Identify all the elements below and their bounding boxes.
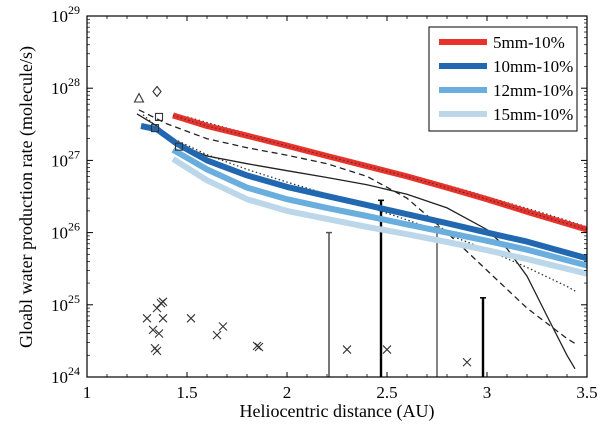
obs-cross-15 <box>342 345 352 354</box>
x-tick-label-4: 2.5 <box>376 383 397 402</box>
x-tick-label-5: 3 <box>483 383 492 402</box>
obs-cross-8 <box>158 297 168 307</box>
obs-cross-6 <box>154 329 164 338</box>
obs-square-3 <box>174 142 184 151</box>
obs-cross-12 <box>218 322 228 331</box>
y-tick-label-4: 1027 <box>51 147 80 170</box>
legend-label-15mm-10%: 15mm-10% <box>493 105 573 124</box>
axes-frame <box>86 15 588 378</box>
obs-cross-9 <box>158 313 168 323</box>
obs-diamond-1 <box>152 85 162 98</box>
plot-clipped-group <box>133 85 587 377</box>
obs-cross-10 <box>186 313 196 323</box>
series-line-12mm-10% <box>171 147 587 269</box>
obs-triangle-1 <box>133 92 145 103</box>
model-curve-solid-4 <box>136 113 576 370</box>
y-tick-label-3: 1026 <box>51 220 80 243</box>
plot-area <box>133 85 587 377</box>
y-tick-label-2: 1025 <box>51 292 80 315</box>
x-tick-label-1: 1 <box>83 383 92 402</box>
axes: 1 1.5 2 2.5 3 3.5 1024 1025 1026 1027 1028 1029 <box>51 3 598 402</box>
series-line-15mm-10% <box>171 156 587 277</box>
obs-cross-16 <box>382 345 392 354</box>
obs-cross-11 <box>212 330 222 340</box>
obs-cross-4 <box>152 346 162 356</box>
y-tick-label-5: 1028 <box>51 75 80 98</box>
x-axis-title: Heliocentric distance (AU) <box>240 401 435 422</box>
obs-cross-13 <box>252 341 262 351</box>
x-tick-label-6: 3.5 <box>576 383 597 402</box>
legend: 5mm-10% 10mm-10% 12mm-10% 15mm-10% <box>428 26 578 132</box>
x-tick-label-2: 1.5 <box>176 383 197 402</box>
x-tick-label-3: 2 <box>283 383 292 402</box>
obs-cross-17 <box>462 357 472 367</box>
obs-cross-14 <box>254 342 264 352</box>
y-axis-title: Gloabl water production rate (molecule/s… <box>16 46 37 348</box>
legend-label-5mm-10%: 5mm-10% <box>493 33 565 52</box>
legend-label-10mm-10%: 10mm-10% <box>493 57 573 76</box>
series-overlay-dotted <box>172 114 587 231</box>
y-tick-label-1: 1024 <box>51 364 80 387</box>
obs-cross-1 <box>142 313 152 323</box>
model-curve-dashed-3 <box>138 109 578 346</box>
y-tick-label-6: 1029 <box>51 3 80 26</box>
legend-label-12mm-10%: 12mm-10% <box>493 81 573 100</box>
obs-square-2 <box>154 112 164 121</box>
series-line-10mm-10% <box>140 123 587 262</box>
obs-square-1 <box>150 124 160 133</box>
obs-cross-2 <box>148 325 158 335</box>
